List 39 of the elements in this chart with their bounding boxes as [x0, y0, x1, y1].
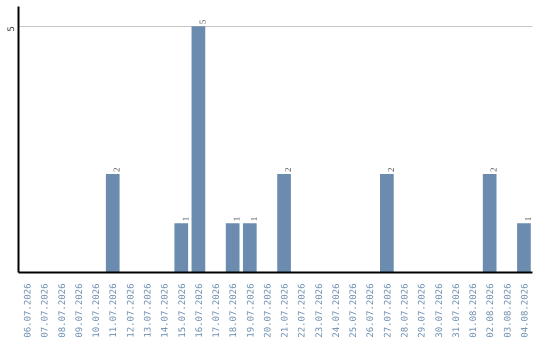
- x-tick-label: 25.07.2026: [349, 283, 360, 338]
- x-tick-label: 19.07.2026: [246, 283, 256, 338]
- data-label: 5: [197, 19, 208, 24]
- x-tick-label: 08.07.2026: [58, 283, 68, 338]
- x-tick-label: 27.07.2026: [383, 283, 394, 338]
- x-tick-label: 20.07.2026: [263, 283, 274, 338]
- data-label: 2: [386, 167, 396, 172]
- x-tick-label: 14.07.2026: [160, 283, 171, 338]
- x-tick-label: 18.07.2026: [229, 283, 240, 338]
- x-tick-label: 23.07.2026: [314, 283, 325, 338]
- x-tick-label: 07.07.2026: [40, 283, 51, 338]
- x-tick-label: 12.07.2026: [126, 283, 136, 338]
- x-tick-label: 15.07.2026: [178, 283, 188, 338]
- x-tick-label: 22.07.2026: [298, 283, 308, 338]
- data-label: 2: [283, 167, 294, 172]
- x-tick-label: 30.07.2026: [434, 283, 445, 338]
- x-tick-label: 24.07.2026: [332, 283, 342, 338]
- x-tick-label: 29.07.2026: [418, 283, 428, 338]
- x-tick-label: 31.07.2026: [452, 283, 462, 338]
- data-label: 2: [488, 167, 499, 172]
- data-label: 1: [232, 216, 242, 222]
- x-tick-label: 17.07.2026: [212, 283, 222, 338]
- x-tick-label: 04.08.2026: [520, 283, 530, 338]
- data-label: 1: [522, 216, 533, 222]
- data-label: 1: [180, 216, 190, 222]
- x-tick-label: 02.08.2026: [486, 283, 496, 338]
- x-tick-label: 28.07.2026: [400, 283, 410, 338]
- x-tick-label: 13.07.2026: [144, 283, 154, 338]
- x-tick-label: 26.07.2026: [366, 283, 376, 338]
- x-tick-label: 11.07.2026: [109, 283, 120, 338]
- x-tick-label: 21.07.2026: [280, 283, 291, 338]
- x-tick-label: 01.08.2026: [469, 283, 480, 338]
- data-label: 1: [248, 216, 259, 222]
- x-tick-label: 09.07.2026: [74, 283, 85, 338]
- x-tick-label: 10.07.2026: [92, 283, 102, 338]
- x-tick-label: 03.08.2026: [503, 283, 514, 338]
- data-label: 2: [112, 167, 122, 172]
- x-tick-label: 16.07.2026: [194, 283, 205, 338]
- x-tick-label: 06.07.2026: [24, 283, 34, 338]
